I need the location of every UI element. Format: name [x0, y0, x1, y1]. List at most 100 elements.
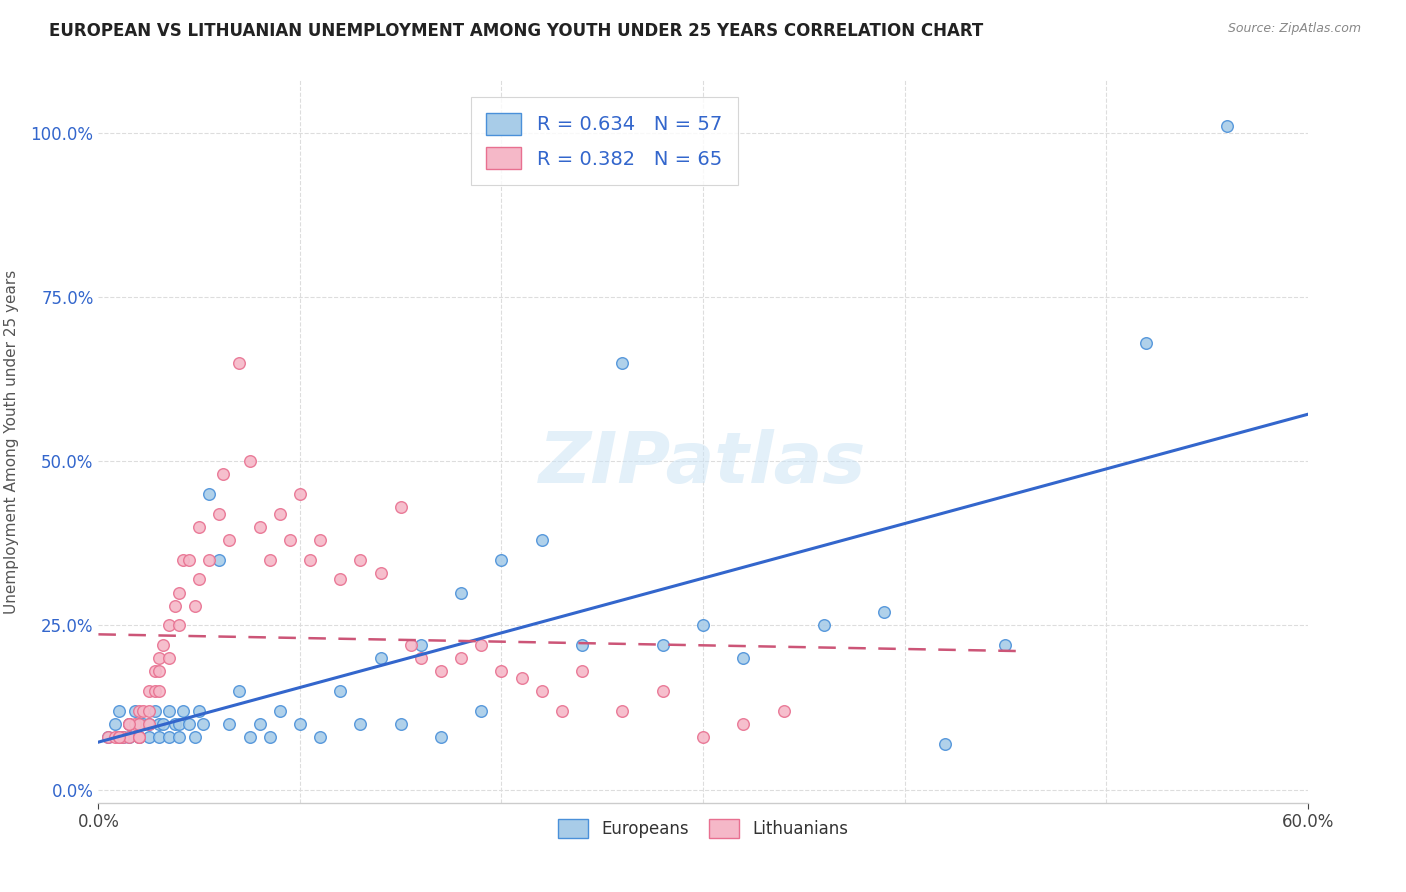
Point [530, 533, 553, 547]
Point [124, 717, 146, 731]
Point [218, 717, 240, 731]
Point [530, 684, 553, 698]
Point [132, 704, 155, 718]
Point [188, 704, 211, 718]
Point [143, 684, 166, 698]
Point [612, 356, 634, 370]
Point [450, 651, 472, 665]
Point [138, 717, 160, 731]
Point [148, 717, 170, 731]
Text: ZIPatlas: ZIPatlas [540, 429, 866, 498]
Point [309, 533, 332, 547]
Point [118, 730, 141, 744]
Text: Source: ZipAtlas.com: Source: ZipAtlas.com [1227, 22, 1361, 36]
Point [138, 684, 160, 698]
Point [152, 717, 174, 731]
Point [430, 665, 453, 679]
Point [132, 717, 155, 731]
Point [138, 730, 160, 744]
Point [128, 704, 150, 718]
Point [111, 730, 134, 744]
Point [288, 487, 311, 501]
Point [288, 717, 311, 731]
Point [269, 704, 291, 718]
Point [148, 730, 170, 744]
Point [152, 638, 174, 652]
Legend: Europeans, Lithuanians: Europeans, Lithuanians [551, 813, 855, 845]
Point [389, 717, 412, 731]
Point [184, 599, 207, 613]
Point [103, 730, 125, 744]
Point [571, 638, 593, 652]
Point [430, 730, 453, 744]
Point [107, 730, 129, 744]
Point [179, 553, 201, 567]
Point [934, 737, 956, 751]
Point [103, 717, 125, 731]
Point [128, 730, 150, 744]
Point [163, 599, 186, 613]
Point [167, 618, 190, 632]
Point [193, 717, 215, 731]
Point [157, 704, 180, 718]
Point [167, 717, 190, 731]
Point [399, 638, 422, 652]
Point [994, 638, 1017, 652]
Point [733, 717, 755, 731]
Point [259, 730, 281, 744]
Point [259, 553, 281, 567]
Point [198, 487, 221, 501]
Point [370, 566, 392, 580]
Point [349, 553, 371, 567]
Point [128, 730, 150, 744]
Point [329, 573, 352, 587]
Point [138, 704, 160, 718]
Point [172, 704, 194, 718]
Point [510, 671, 533, 685]
Point [128, 717, 150, 731]
Point [491, 553, 513, 567]
Point [118, 717, 141, 731]
Point [157, 651, 180, 665]
Point [208, 507, 231, 521]
Point [143, 704, 166, 718]
Point [409, 638, 432, 652]
Point [107, 704, 129, 718]
Point [184, 730, 207, 744]
Point [450, 585, 472, 599]
Text: EUROPEAN VS LITHUANIAN UNEMPLOYMENT AMONG YOUTH UNDER 25 YEARS CORRELATION CHART: EUROPEAN VS LITHUANIAN UNEMPLOYMENT AMON… [49, 22, 983, 40]
Point [239, 454, 262, 468]
Point [212, 467, 235, 482]
Point [470, 704, 492, 718]
Point [157, 730, 180, 744]
Point [772, 704, 794, 718]
Point [612, 704, 634, 718]
Point [651, 684, 673, 698]
Point [349, 717, 371, 731]
Point [128, 730, 150, 744]
Point [118, 717, 141, 731]
Point [409, 651, 432, 665]
Point [389, 500, 412, 515]
Point [551, 704, 574, 718]
Point [124, 704, 146, 718]
Point [118, 717, 141, 731]
Point [128, 717, 150, 731]
Point [571, 665, 593, 679]
Point [148, 684, 170, 698]
Point [97, 730, 120, 744]
Point [188, 520, 211, 534]
Point [733, 651, 755, 665]
Point [118, 730, 141, 744]
Point [299, 553, 322, 567]
Point [111, 730, 134, 744]
Point [249, 717, 271, 731]
Point [370, 651, 392, 665]
Point [278, 533, 301, 547]
Point [249, 520, 271, 534]
Point [179, 717, 201, 731]
Point [1216, 120, 1239, 134]
Point [163, 717, 186, 731]
Point [1135, 336, 1157, 351]
Point [329, 684, 352, 698]
